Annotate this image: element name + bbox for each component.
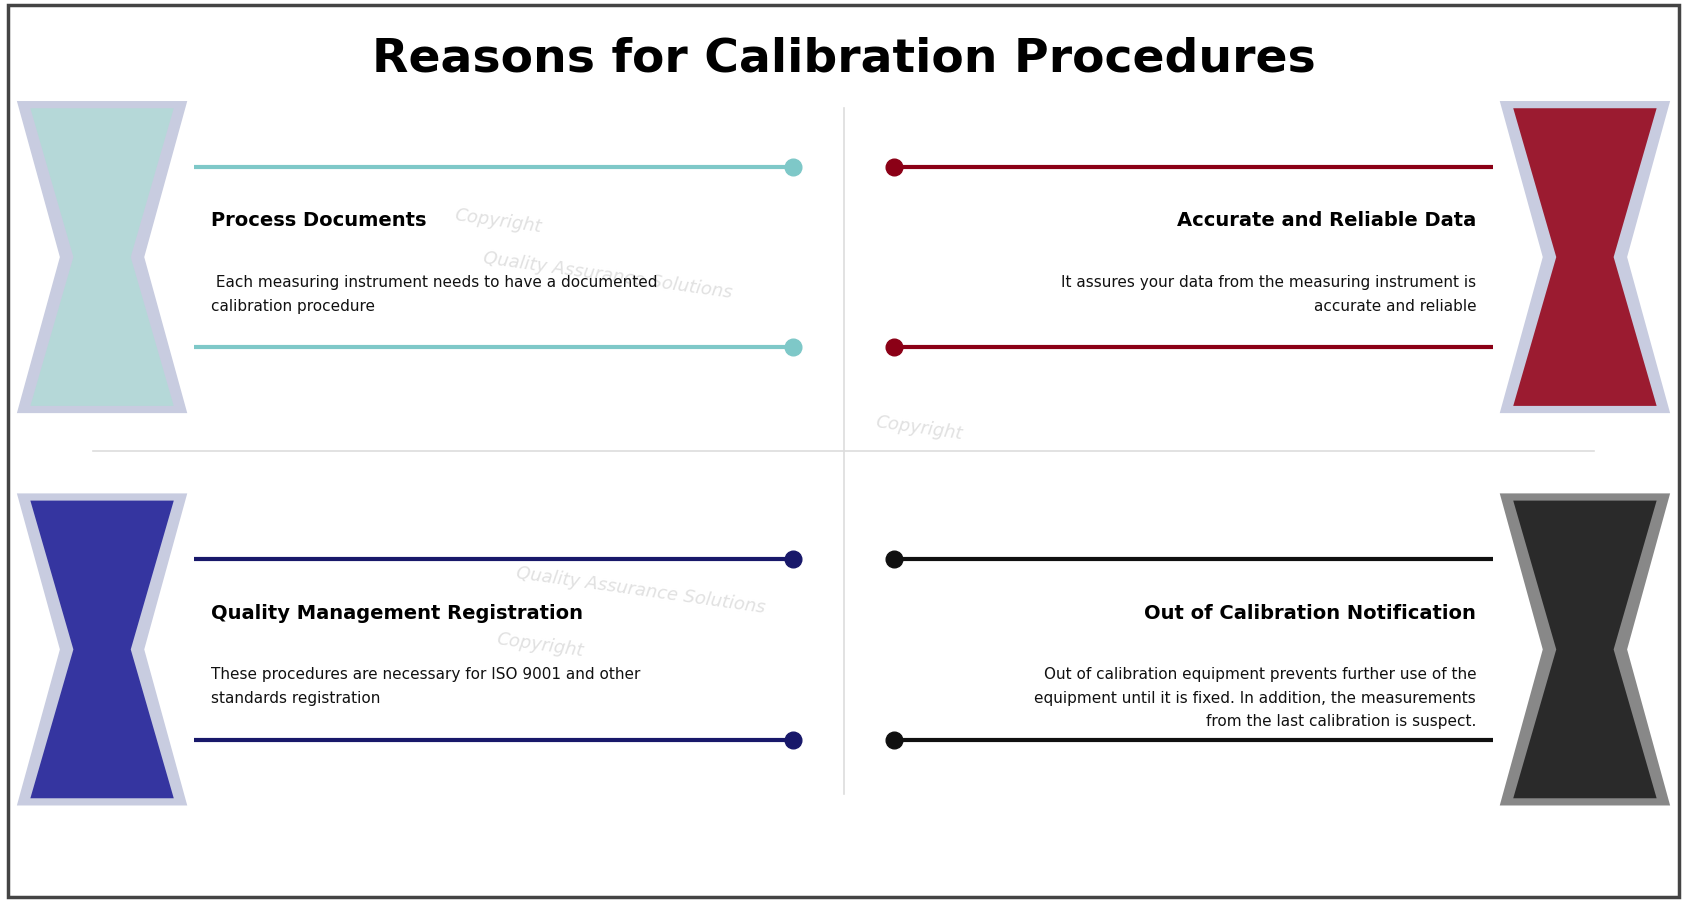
Text: Copyright: Copyright xyxy=(496,630,584,660)
Polygon shape xyxy=(1500,493,1670,805)
Text: Copyright: Copyright xyxy=(876,413,963,444)
Text: Each measuring instrument needs to have a documented
calibration procedure: Each measuring instrument needs to have … xyxy=(211,275,658,314)
Text: Quality Assurance Solutions: Quality Assurance Solutions xyxy=(515,565,768,617)
Text: Quality Assurance Solutions: Quality Assurance Solutions xyxy=(481,249,734,301)
Polygon shape xyxy=(1513,108,1657,406)
Text: Out of calibration equipment prevents further use of the
equipment until it is f: Out of calibration equipment prevents fu… xyxy=(1034,667,1476,730)
Text: Copyright: Copyright xyxy=(454,206,542,236)
Text: It assures your data from the measuring instrument is
accurate and reliable: It assures your data from the measuring … xyxy=(1061,275,1476,314)
Text: These procedures are necessary for ISO 9001 and other
standards registration: These procedures are necessary for ISO 9… xyxy=(211,667,641,706)
Text: Process Documents: Process Documents xyxy=(211,211,427,231)
Polygon shape xyxy=(17,101,187,413)
Polygon shape xyxy=(17,493,187,805)
Polygon shape xyxy=(1513,501,1657,798)
Text: Quality Management Registration: Quality Management Registration xyxy=(211,603,584,623)
Text: Reasons for Calibration Procedures: Reasons for Calibration Procedures xyxy=(371,36,1316,81)
Polygon shape xyxy=(30,501,174,798)
Polygon shape xyxy=(30,108,174,406)
Polygon shape xyxy=(1500,101,1670,413)
Text: Out of Calibration Notification: Out of Calibration Notification xyxy=(1144,603,1476,623)
Text: Accurate and Reliable Data: Accurate and Reliable Data xyxy=(1178,211,1476,231)
